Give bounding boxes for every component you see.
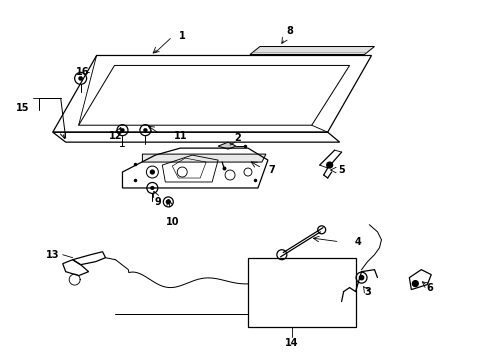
Circle shape	[359, 275, 363, 280]
Circle shape	[166, 200, 170, 204]
Circle shape	[276, 250, 286, 260]
Text: 10: 10	[165, 217, 179, 227]
Polygon shape	[218, 142, 236, 149]
Text: 14: 14	[285, 338, 298, 348]
Circle shape	[411, 280, 417, 287]
Circle shape	[326, 162, 332, 168]
Circle shape	[79, 76, 82, 81]
Text: 5: 5	[338, 165, 345, 175]
Text: 15: 15	[16, 103, 30, 113]
Text: 2: 2	[234, 133, 241, 143]
Circle shape	[150, 170, 154, 174]
Text: 6: 6	[425, 283, 432, 293]
Text: 4: 4	[353, 237, 360, 247]
Text: 1: 1	[179, 31, 185, 41]
Polygon shape	[142, 154, 265, 162]
Text: 13: 13	[46, 250, 60, 260]
Text: 8: 8	[286, 26, 293, 36]
Text: 16: 16	[76, 67, 89, 77]
Circle shape	[143, 128, 147, 132]
Text: 7: 7	[268, 165, 275, 175]
Text: 12: 12	[108, 131, 122, 141]
Text: 9: 9	[155, 197, 162, 207]
Text: 11: 11	[173, 131, 186, 141]
Circle shape	[150, 186, 154, 190]
Polygon shape	[249, 46, 374, 54]
Bar	[247, 258, 355, 328]
Circle shape	[121, 128, 124, 132]
Text: 3: 3	[364, 287, 370, 297]
